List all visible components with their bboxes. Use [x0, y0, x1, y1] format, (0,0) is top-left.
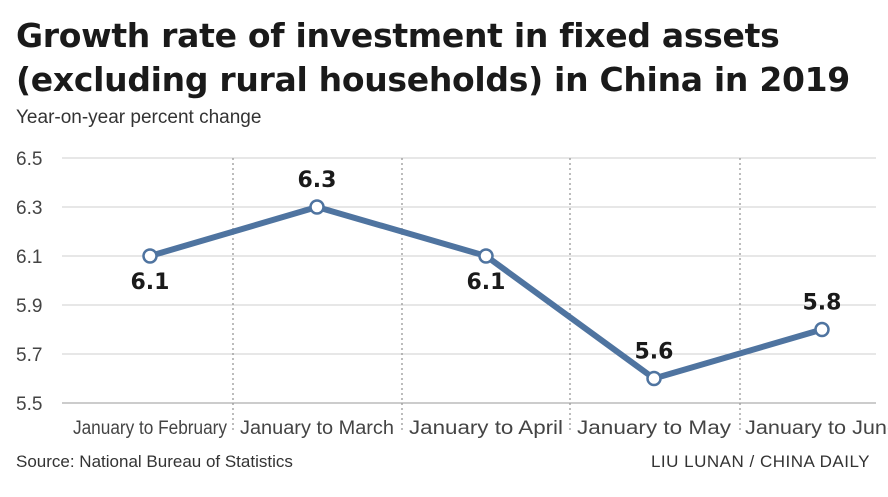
x-tick-label: January to February — [73, 418, 227, 439]
y-tick-label: 5.9 — [16, 296, 42, 317]
credit-note: LIU LUNAN / CHINA DAILY — [650, 452, 870, 471]
x-tick-label: January to May — [577, 418, 732, 439]
data-point — [309, 199, 325, 215]
chart-subtitle: Year-on-year percent change — [16, 107, 262, 128]
chart-title-line-1: Growth rate of investment in fixed asset… — [16, 16, 780, 55]
data-label: 6.1 — [131, 270, 170, 295]
data-label: 6.3 — [298, 168, 337, 193]
data-point — [814, 321, 830, 338]
y-tick-label: 6.1 — [16, 247, 42, 268]
data-point — [646, 370, 662, 387]
data-point — [142, 248, 158, 264]
y-tick-label: 5.7 — [16, 345, 42, 366]
data-label: 6.1 — [467, 270, 506, 295]
data-labels: 6.1 6.3 6.1 5.6 5.8 — [131, 168, 842, 365]
y-tick-label: 5.5 — [16, 394, 42, 415]
data-point — [478, 248, 494, 264]
data-label: 5.6 — [635, 340, 674, 365]
x-tick-label: January to June — [745, 418, 888, 439]
data-label: 5.8 — [803, 291, 842, 316]
y-tick-label: 6.5 — [16, 149, 42, 170]
x-tick-label: January to March — [240, 418, 394, 439]
chart-title-line-2: (excluding rural households) in China in… — [16, 60, 850, 99]
x-axis-ticks: January to February January to March Janua… — [73, 418, 888, 439]
y-axis-ticks: 6.5 6.3 6.1 5.9 5.7 5.5 — [16, 149, 42, 415]
y-tick-label: 6.3 — [16, 198, 42, 219]
data-points — [142, 199, 830, 387]
chart-title: Growth rate of investment in fixed asset… — [16, 14, 850, 102]
x-tick-label: January to April — [409, 418, 563, 439]
category-dividers — [232, 158, 741, 430]
source-note: Source: National Bureau of Statistics — [16, 452, 293, 471]
